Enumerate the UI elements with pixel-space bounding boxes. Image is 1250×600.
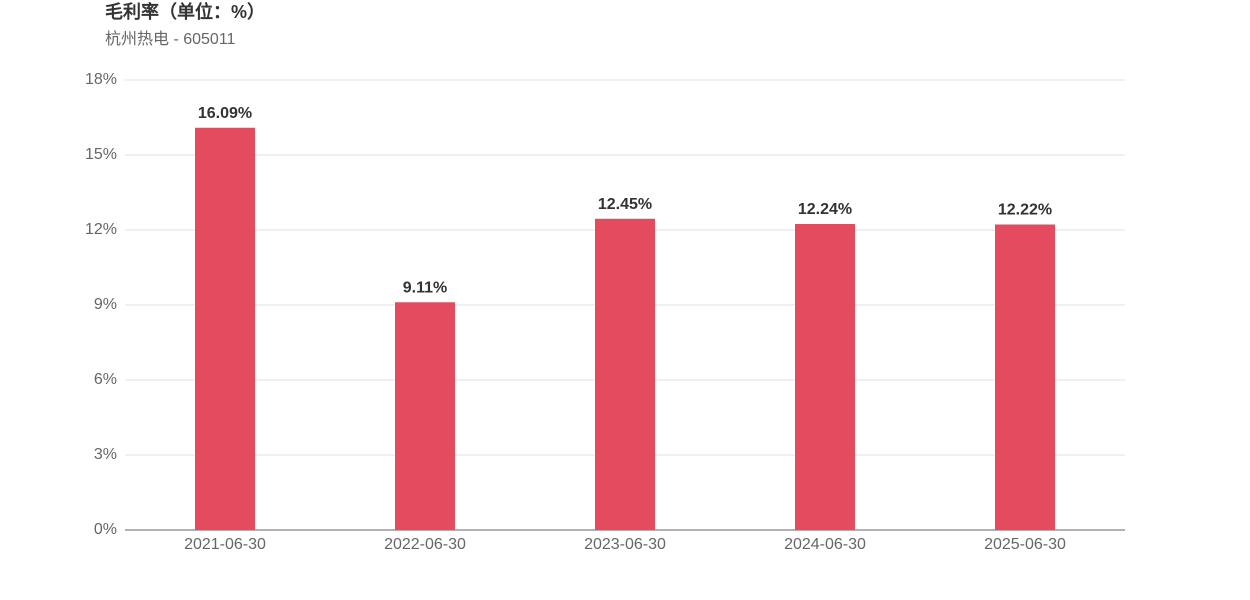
chart-subtitle: 杭州热电 - 605011 [105,30,236,48]
y-tick-label: 15% [85,146,117,163]
value-label: 9.11% [403,279,447,296]
y-tick-label: 18% [85,71,117,88]
y-tick-label: 3% [94,446,117,463]
x-tick-label: 2022-06-30 [384,536,466,553]
x-tick-label: 2025-06-30 [984,536,1066,553]
bar [395,302,455,530]
y-tick-label: 6% [94,371,117,388]
value-label: 12.24% [798,201,852,218]
bar [595,218,655,530]
x-tick-label: 2023-06-30 [584,536,666,553]
x-tick-label: 2021-06-30 [184,536,266,553]
value-label: 16.09% [198,105,252,122]
chart-title: 毛利率（单位：%） [105,1,265,22]
bar [995,224,1055,530]
y-tick-label: 9% [94,296,117,313]
value-label: 12.45% [598,196,652,213]
y-tick-label: 0% [94,521,117,538]
value-label: 12.22% [998,202,1052,219]
y-tick-label: 12% [85,221,117,238]
x-tick-label: 2024-06-30 [784,536,866,553]
bar [195,127,255,530]
bar [795,224,855,530]
